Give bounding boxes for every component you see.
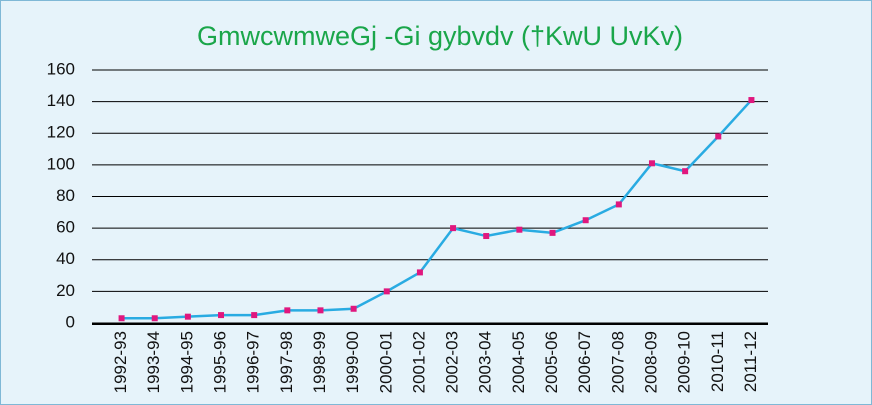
marker xyxy=(184,313,191,320)
marker xyxy=(284,307,291,314)
y-tick-label: 160 xyxy=(47,59,75,78)
marker xyxy=(317,307,324,314)
x-tick-label: 1999-00 xyxy=(343,331,362,393)
marker xyxy=(615,201,622,208)
x-tick-label: 2006-07 xyxy=(575,331,594,393)
marker xyxy=(251,312,258,319)
x-tick-label: 2007-08 xyxy=(608,331,627,393)
marker xyxy=(682,168,689,175)
marker xyxy=(350,305,357,312)
y-tick-label: 80 xyxy=(56,186,75,205)
y-tick-label: 120 xyxy=(47,123,75,142)
x-tick-label: 1994-95 xyxy=(177,331,196,393)
y-tick-label: 60 xyxy=(56,218,75,237)
chart-title: GmwcwmweGj -Gi gybvdv (†KwU UvKv) xyxy=(197,21,683,51)
x-tick-label: 1996-97 xyxy=(244,331,263,393)
marker xyxy=(582,217,589,224)
marker xyxy=(416,269,423,276)
marker xyxy=(118,315,125,322)
x-tick-label: 1993-94 xyxy=(144,331,163,393)
marker xyxy=(450,225,457,232)
y-tick-label: 20 xyxy=(56,281,75,300)
x-tick-label: 1998-99 xyxy=(310,331,329,393)
marker xyxy=(383,288,390,295)
marker xyxy=(151,315,158,322)
y-tick-label: 140 xyxy=(47,91,75,110)
line xyxy=(121,99,753,320)
x-tick-label: 2004-05 xyxy=(509,331,528,393)
x-tick-label: 2011-12 xyxy=(741,331,760,392)
y-tick-label: 100 xyxy=(47,154,75,173)
marker xyxy=(516,226,523,233)
marker xyxy=(748,97,755,104)
marker xyxy=(648,160,655,167)
marker xyxy=(483,233,490,240)
x-tick-label: 1995-96 xyxy=(211,331,230,393)
x-tick-label: 2001-02 xyxy=(409,331,428,393)
x-tick-label: 2008-09 xyxy=(641,331,660,393)
x-tick-label: 2003-04 xyxy=(476,331,495,393)
x-tick-label: 2000-01 xyxy=(376,331,395,393)
x-tick-label: 1997-98 xyxy=(277,331,296,393)
marker xyxy=(218,312,225,319)
y-tick-label: 40 xyxy=(56,249,75,268)
y-tick-label: 0 xyxy=(66,312,75,331)
marker xyxy=(715,133,722,140)
x-tick-label: 2009-10 xyxy=(675,331,694,393)
x-tick-label: 1992-93 xyxy=(111,331,130,393)
x-tick-label: 2005-06 xyxy=(542,331,561,393)
x-tick-label: 2002-03 xyxy=(443,331,462,393)
x-tick-label: 2010-11 xyxy=(708,331,727,392)
marker xyxy=(549,229,556,236)
